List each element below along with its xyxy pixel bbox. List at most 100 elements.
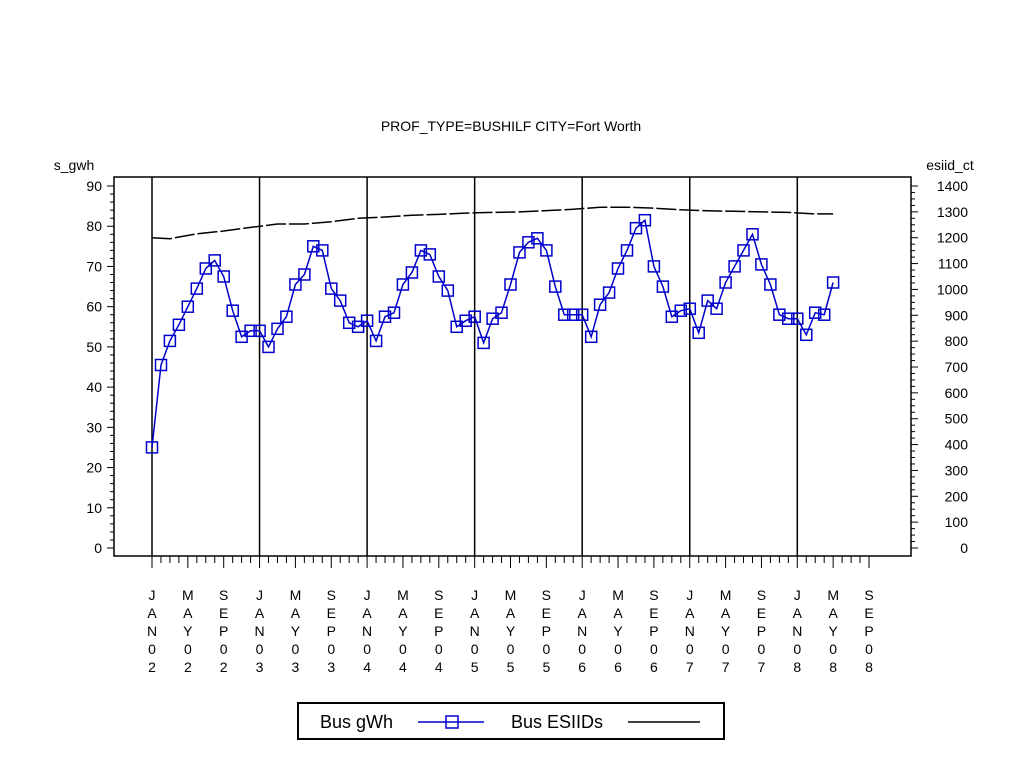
x-tick-label-char: A bbox=[506, 605, 516, 621]
data-point-bus-gwh bbox=[226, 304, 239, 317]
x-tick-label-char: 2 bbox=[220, 659, 228, 675]
x-tick-label-char: P bbox=[649, 623, 658, 639]
data-point-bus-gwh bbox=[190, 282, 204, 295]
left-axis-label: s_gwh bbox=[54, 157, 94, 173]
year-dividers bbox=[151, 177, 799, 556]
x-tick-label-char: Y bbox=[506, 623, 516, 639]
x-tick-label-char: Y bbox=[828, 623, 838, 639]
x-tick-label-char: 0 bbox=[435, 641, 443, 657]
x-tick-label-char: 0 bbox=[722, 641, 730, 657]
data-point-bus-gwh bbox=[459, 314, 472, 327]
x-tick-label-char: N bbox=[362, 623, 372, 639]
x-tick-label-char: Y bbox=[183, 623, 193, 639]
data-point-bus-gwh bbox=[808, 306, 822, 319]
data-point-bus-gwh bbox=[558, 308, 571, 321]
x-tick-label-char: J bbox=[364, 587, 371, 603]
left-tick-label: 0 bbox=[94, 540, 102, 556]
x-tick-label-char: S bbox=[757, 587, 766, 603]
legend-label-bus-gwh: Bus gWh bbox=[320, 712, 393, 732]
x-tick-label-char: J bbox=[794, 587, 801, 603]
data-point-bus-gwh bbox=[540, 244, 553, 257]
right-tick-label: 1200 bbox=[937, 230, 968, 246]
x-tick-label: MAY 0 4 bbox=[397, 587, 409, 675]
data-point-bus-gwh bbox=[692, 326, 705, 340]
data-point-bus-gwh bbox=[656, 280, 670, 293]
legend: Bus gWh Bus ESIIDs bbox=[297, 702, 725, 740]
data-point-bus-gwh bbox=[253, 324, 266, 338]
left-tick-label: 90 bbox=[86, 178, 102, 194]
x-tick-label-char: 7 bbox=[758, 659, 766, 675]
x-tick-label-char: J bbox=[579, 587, 586, 603]
data-point-bus-gwh bbox=[584, 330, 598, 344]
x-tick-label-char: P bbox=[219, 623, 228, 639]
data-point-bus-gwh bbox=[728, 260, 741, 273]
right-tick-label: 300 bbox=[945, 462, 969, 478]
data-point-bus-gwh bbox=[181, 300, 195, 313]
data-point-bus-gwh bbox=[432, 270, 446, 283]
x-tick-label-char: Y bbox=[613, 623, 623, 639]
data-point-bus-gwh bbox=[674, 304, 688, 317]
x-tick-label: SEP 0 6 bbox=[649, 587, 658, 675]
x-tick-label: MAY 0 6 bbox=[612, 587, 624, 675]
x-tick-label-char: A bbox=[183, 605, 193, 621]
data-point-bus-gwh bbox=[145, 441, 159, 454]
x-tick-label-char: 8 bbox=[829, 659, 837, 675]
x-tick-label-char: 0 bbox=[614, 641, 622, 657]
data-point-bus-gwh bbox=[262, 340, 275, 354]
x-tick-label-char: J bbox=[471, 587, 478, 603]
x-tick-label-char: 4 bbox=[363, 659, 371, 675]
x-tick-label-char: J bbox=[686, 587, 693, 603]
x-tick-label-char: 0 bbox=[829, 641, 837, 657]
data-point-bus-gwh bbox=[764, 278, 777, 291]
x-tick-label-char: M bbox=[720, 587, 732, 603]
data-point-bus-gwh bbox=[244, 324, 257, 338]
left-tick-label: 30 bbox=[86, 419, 102, 435]
data-point-bus-gwh bbox=[647, 260, 661, 273]
data-point-bus-gwh bbox=[575, 308, 589, 321]
data-point-bus-gwh bbox=[217, 270, 230, 283]
x-tick-label: SEP 0 2 bbox=[219, 587, 228, 675]
x-tick-label-char: M bbox=[397, 587, 409, 603]
right-tick-label: 800 bbox=[945, 333, 969, 349]
right-axis-label: esiid_ct bbox=[926, 157, 974, 173]
data-point-bus-gwh bbox=[683, 302, 697, 315]
x-tick-label-char: S bbox=[864, 587, 873, 603]
x-tick-label-char: A bbox=[685, 605, 695, 621]
data-point-bus-gwh bbox=[360, 314, 374, 327]
data-point-bus-gwh bbox=[163, 334, 177, 348]
x-tick-label-char: 2 bbox=[148, 659, 156, 675]
x-tick-label-char: P bbox=[434, 623, 443, 639]
data-point-bus-gwh bbox=[333, 294, 347, 307]
data-point-bus-gwh bbox=[172, 318, 186, 332]
x-tick-label: MAY 0 2 bbox=[182, 587, 194, 675]
data-point-bus-gwh bbox=[477, 336, 490, 350]
right-tick-label: 600 bbox=[945, 385, 969, 401]
data-point-bus-gwh bbox=[423, 248, 437, 261]
x-tick-label-char: S bbox=[327, 587, 336, 603]
data-point-bus-gwh bbox=[154, 358, 168, 372]
x-tick-label-char: 4 bbox=[399, 659, 407, 675]
x-tick-label-char: M bbox=[290, 587, 302, 603]
x-tick-label-char: A bbox=[578, 605, 588, 621]
x-tick-label-char: Y bbox=[398, 623, 408, 639]
x-tick-label-char: M bbox=[182, 587, 194, 603]
left-axis: 0 10 20 30 40 50 60 70 80 90 bbox=[86, 178, 114, 556]
left-tick-label: 60 bbox=[86, 299, 102, 315]
x-tick-label-char: P bbox=[542, 623, 551, 639]
data-point-bus-gwh bbox=[298, 268, 311, 281]
right-tick-label: 1300 bbox=[937, 204, 968, 220]
x-tick-label: JAN 0 8 bbox=[792, 587, 802, 675]
x-tick-label-char: A bbox=[721, 605, 731, 621]
legend-box bbox=[297, 702, 725, 740]
data-point-bus-gwh bbox=[531, 232, 544, 245]
x-tick-label-char: N bbox=[792, 623, 802, 639]
x-tick-label: JAN 0 7 bbox=[685, 587, 695, 675]
right-axis: 0 100 200 300 400 500 600 700 800 900 1000 1100 1200… bbox=[911, 178, 968, 556]
right-tick-label: 1400 bbox=[937, 178, 968, 194]
data-point-bus-gwh bbox=[817, 308, 831, 321]
data-point-bus-gwh bbox=[629, 221, 643, 235]
data-point-bus-gwh bbox=[791, 312, 804, 325]
x-tick-label-char: 0 bbox=[542, 641, 550, 657]
data-point-bus-gwh bbox=[593, 298, 607, 311]
